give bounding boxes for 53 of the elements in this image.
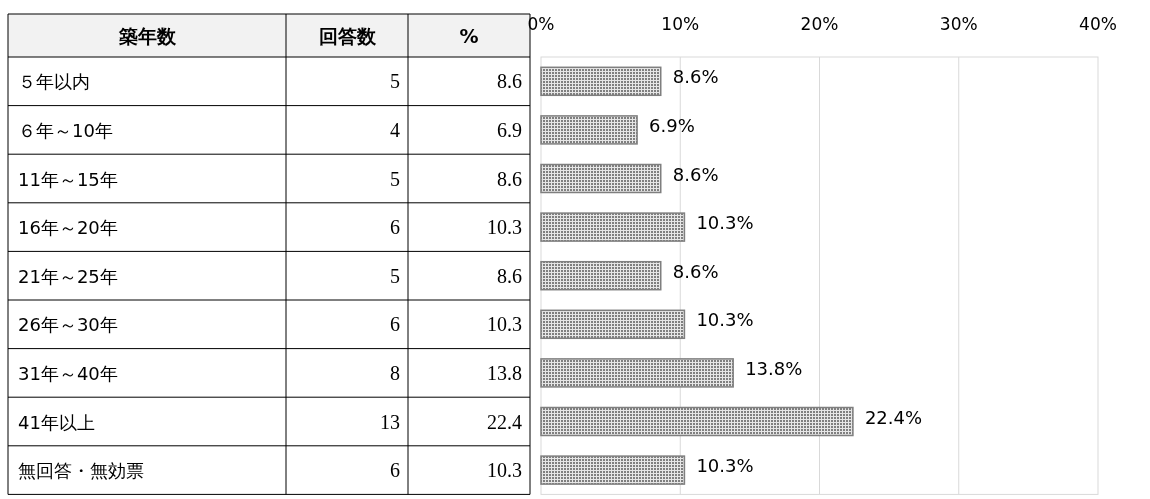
data-label: 5 <box>390 264 400 287</box>
data-label: 22.4% <box>864 406 923 428</box>
data-label: 10.3% <box>696 212 754 234</box>
text: 築年数 <box>117 24 177 47</box>
bar <box>540 358 734 388</box>
x-tick-label: 20% <box>800 14 839 34</box>
category-label: 11年～15年 <box>18 168 118 190</box>
data-label: 8.6% <box>672 66 719 88</box>
category-label: 21年～25年 <box>18 265 118 287</box>
data-label: 10.3% <box>696 455 754 477</box>
text: 回答数 <box>318 24 377 47</box>
category-label: ５年以内 <box>18 71 90 93</box>
data-label: 6.9% <box>649 114 695 136</box>
x-tick-label: 10% <box>661 14 700 34</box>
data-label: 6 <box>390 459 400 482</box>
category-label: 26年～30年 <box>18 314 118 336</box>
data-label: 8.6% <box>672 260 719 282</box>
data-label: 10.3 <box>487 313 522 336</box>
bar <box>540 406 854 437</box>
data-label: 10.3% <box>696 309 754 331</box>
data-label: 22.4 <box>487 410 522 433</box>
data-label: 8.6 <box>497 264 522 287</box>
bar <box>540 309 686 340</box>
x-tick-label: 30% <box>939 14 978 34</box>
data-label: 5 <box>390 70 400 93</box>
bar <box>540 66 662 97</box>
bar <box>540 260 662 291</box>
category-label: 41年以上 <box>18 411 95 433</box>
data-label: 10.3 <box>487 216 522 239</box>
category-label: 16年～20年 <box>18 217 118 239</box>
data-label: 8 <box>390 361 400 384</box>
data-label: 6 <box>390 216 400 239</box>
bar <box>540 115 638 145</box>
data-label: 13 <box>380 410 400 433</box>
data-label: 8.6% <box>672 163 719 185</box>
data-label: 4 <box>390 118 400 141</box>
text: % <box>459 24 479 47</box>
bar <box>540 163 662 194</box>
category-label: 31年～40年 <box>18 362 118 384</box>
data-label: 6 <box>390 313 400 336</box>
data-label: 6.9 <box>497 118 522 141</box>
data-label: 5 <box>390 167 400 190</box>
data-label: 10.3 <box>487 459 522 482</box>
bar <box>540 212 686 242</box>
data-label: 8.6 <box>497 70 522 93</box>
data-label: 8.6 <box>497 167 522 190</box>
category-label: ６年～10年 <box>18 119 113 141</box>
bar <box>540 455 686 485</box>
x-tick-label: 0% <box>527 14 555 34</box>
data-label: 13.8% <box>745 357 803 379</box>
x-tick-label: 40% <box>1079 14 1117 34</box>
data-label: 13.8 <box>487 361 522 384</box>
category-label: 無回答・無効票 <box>18 460 144 482</box>
